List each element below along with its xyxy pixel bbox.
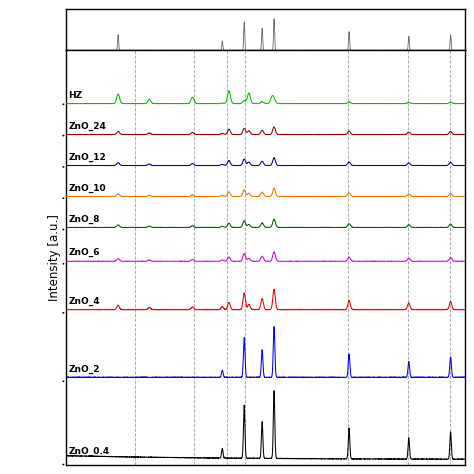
Text: ZnO_0.4: ZnO_0.4 xyxy=(68,447,109,456)
Y-axis label: Intensity [a.u.]: Intensity [a.u.] xyxy=(48,214,61,301)
Text: HZ: HZ xyxy=(68,91,82,100)
Text: ZnO_2: ZnO_2 xyxy=(68,365,100,374)
Text: ZnO_24: ZnO_24 xyxy=(68,122,106,131)
Text: ZnO_6: ZnO_6 xyxy=(68,248,100,257)
Text: ZnO_8: ZnO_8 xyxy=(68,214,100,224)
Text: ZnO_10: ZnO_10 xyxy=(68,183,106,192)
Text: ZnO_12: ZnO_12 xyxy=(68,153,106,162)
Text: ZnO_4: ZnO_4 xyxy=(68,297,100,306)
